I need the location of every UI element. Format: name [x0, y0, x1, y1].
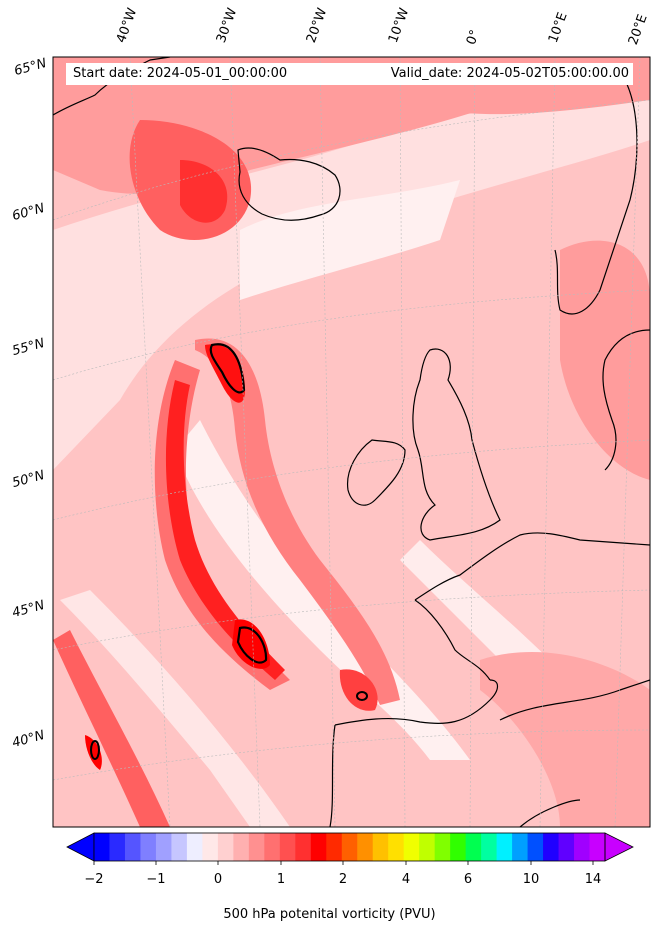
colorbar-swatch [574, 833, 591, 861]
colorbar-swatch [217, 833, 234, 861]
colorbar-swatch [155, 833, 172, 861]
pv-mediterranean-patch [480, 651, 650, 827]
colorbar-tick-label: 1 [276, 872, 286, 887]
colorbar-swatch [248, 833, 265, 861]
colorbar-swatch [558, 833, 575, 861]
pv-contour-biscay [356, 691, 368, 701]
coast-norway [554, 79, 638, 315]
pv-light-streak [175, 420, 470, 760]
coast-ireland [346, 439, 406, 506]
start-date-label: Start date: 2024-05-01_00:00:00 [73, 66, 288, 81]
colorbar-swatch [465, 833, 482, 861]
colorbar-swatch [496, 833, 513, 861]
colorbar-frame [93, 832, 606, 862]
colorbar-swatch [109, 833, 126, 861]
coast-med-north [499, 679, 650, 721]
coast-france-north [414, 532, 650, 601]
colorbar-tick-label: 6 [463, 872, 473, 887]
coast-sweden [602, 329, 650, 471]
colorbar-swatch [279, 833, 296, 861]
colorbar-swatch [419, 833, 436, 861]
colorbar-swatch [295, 833, 312, 861]
colorbar-swatch [403, 833, 420, 861]
colorbar-title: 500 hPa potenital vorticity (PVU) [223, 907, 436, 922]
pv-light-streak-2 [60, 590, 290, 827]
colorbar-swatch [450, 833, 467, 861]
pv-contour-south [236, 626, 268, 664]
colorbar-swatch [124, 833, 141, 861]
coast-iceland [237, 147, 341, 221]
colorbar-swatch [512, 833, 529, 861]
coast-britain [412, 348, 501, 541]
colorbar-tick-label: −2 [84, 872, 104, 887]
colorbar-swatch [543, 833, 560, 861]
colorbar-swatch [357, 833, 374, 861]
map-frame [52, 56, 651, 828]
colorbar-swatch [372, 833, 389, 861]
colorbar-swatch [264, 833, 281, 861]
pv-light-band [53, 80, 650, 470]
pv-trough-max-arc [165, 380, 285, 680]
colorbar-swatch [233, 833, 250, 861]
pv-sw-max [85, 735, 102, 770]
pv-light-patch [240, 180, 460, 300]
coast-portugal [329, 724, 336, 827]
pv-field [53, 57, 650, 827]
colorbar-swatch [310, 833, 327, 861]
coast-balearic [519, 799, 581, 827]
pv-biscay-max [339, 669, 378, 711]
pv-north-max [180, 160, 228, 223]
colorbar-tick-label: −1 [146, 872, 166, 887]
colorbar-swatch [171, 833, 188, 861]
colorbar-swatch [186, 833, 203, 861]
coastlines [53, 57, 650, 827]
colorbar-tick-label: 2 [338, 872, 348, 887]
colorbar-swatch [527, 833, 544, 861]
pv-trough-max-south [232, 619, 270, 669]
colorbar-swatch [326, 833, 343, 861]
colorbar-swatch [140, 833, 157, 861]
coast-spain-north [334, 679, 499, 726]
colorbar-tick-label: 10 [522, 872, 540, 887]
colorbar-swatch [341, 833, 358, 861]
pv-contour-sw [90, 740, 100, 760]
colorbar-swatch [481, 833, 498, 861]
colorbar-swatch [434, 833, 451, 861]
colorbar-extend-min [66, 832, 95, 862]
colorbar-tick-label: 4 [401, 872, 411, 887]
pv-trough-max-north [205, 344, 245, 403]
colorbar-tick-label: 0 [213, 872, 223, 887]
colorbar-swatch [94, 833, 110, 861]
coast-france-west [414, 599, 491, 681]
pv-sw-streak [53, 630, 170, 827]
colorbar [66, 832, 634, 865]
colorbar-swatch [202, 833, 219, 861]
colorbar-swatch [589, 833, 606, 861]
pv-light-streak-3 [400, 540, 560, 680]
pv-trough-west [154, 360, 290, 690]
colorbar-tick-label: 14 [584, 872, 602, 887]
colorbar-swatch [388, 833, 405, 861]
date-header: Start date: 2024-05-01_00:00:00 Valid_da… [66, 63, 633, 85]
pv-contour-north [209, 343, 246, 394]
graticule [53, 57, 650, 827]
valid-date-label: Valid_date: 2024-05-02T05:00:00.00 [390, 66, 629, 81]
colorbar-extend-max [604, 832, 634, 862]
pv-trough-outer [195, 338, 400, 705]
